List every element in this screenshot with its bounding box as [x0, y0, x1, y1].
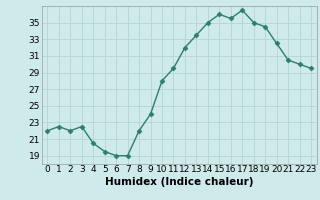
X-axis label: Humidex (Indice chaleur): Humidex (Indice chaleur) — [105, 177, 253, 187]
